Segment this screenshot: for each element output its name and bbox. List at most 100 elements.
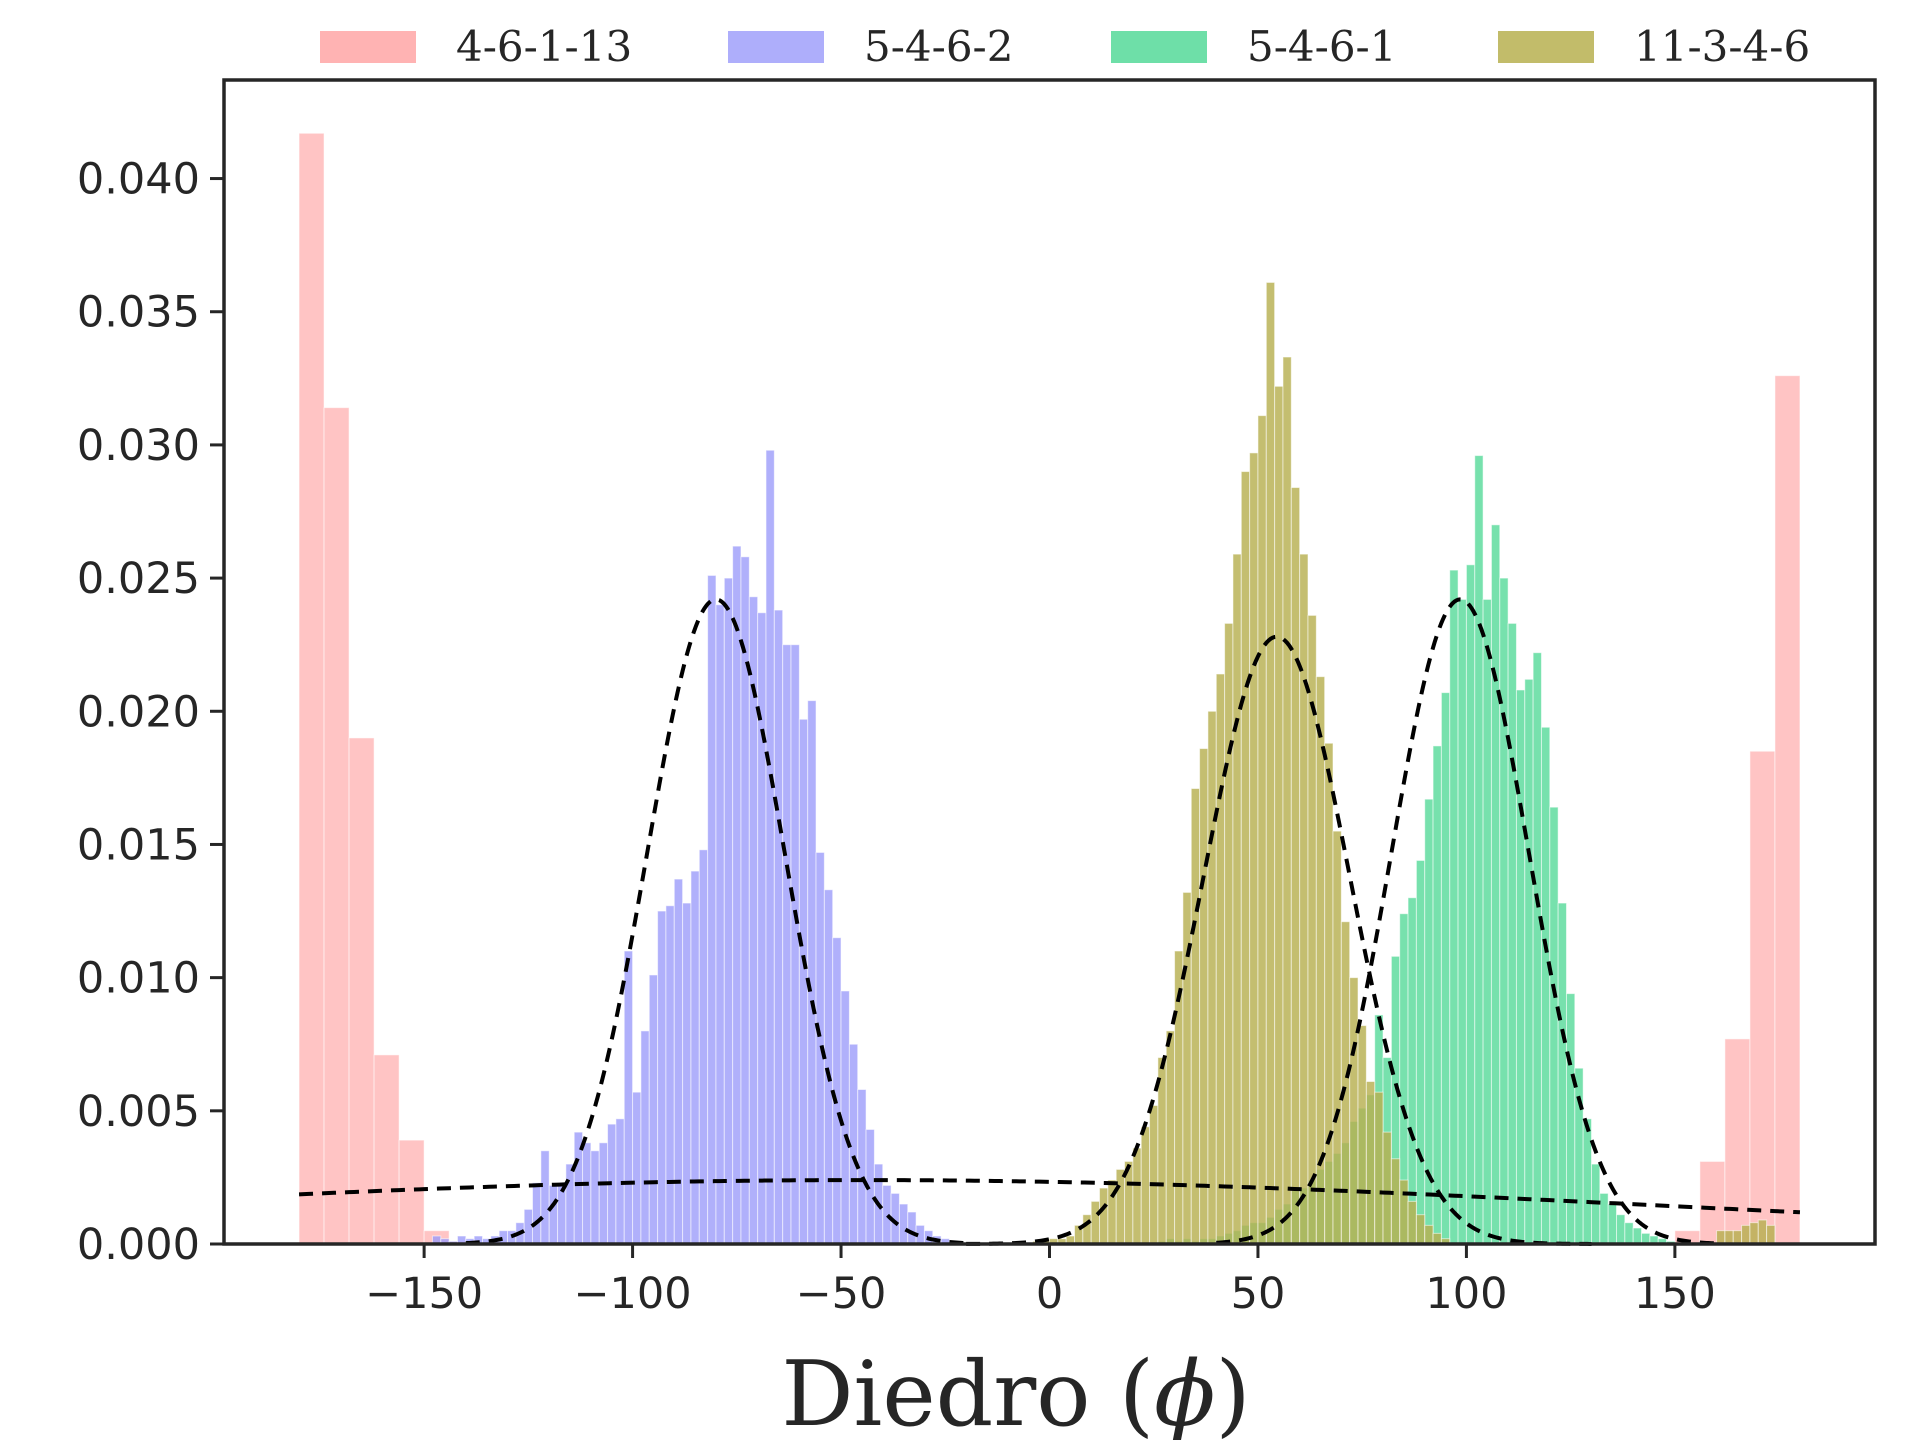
y-tick-label: 0.010: [77, 954, 200, 1004]
y-tick-label: 0.000: [77, 1220, 200, 1270]
bar-11-3-4-6-38: [1349, 977, 1359, 1245]
bar-5-4-6-2-15: [557, 1182, 567, 1245]
bar-5-4-6-1-34: [1440, 692, 1451, 1245]
fit-curve-2: [1216, 597, 1717, 1246]
legend-label-5-4-6-2: 5-4-6-2: [864, 22, 1013, 71]
fit-curve-3: [298, 1178, 1801, 1215]
bar-11-3-4-6-36: [1332, 830, 1342, 1245]
x-axis-label-word: Diedro: [781, 1342, 1090, 1440]
x-tick-label: 150: [1634, 1269, 1716, 1319]
x-axis-label: Diedro (ϕ): [781, 1342, 1250, 1440]
x-tick-label: −150: [365, 1269, 483, 1319]
bar-11-3-4-6-45: [1407, 1200, 1417, 1245]
bar-5-4-6-2-16: [565, 1163, 575, 1245]
bar-4-6-1-13-2: [348, 737, 375, 1245]
bar-11-3-4-6-19: [1190, 788, 1201, 1245]
x-tick-label: −100: [574, 1269, 692, 1319]
bar-5-4-6-2-26: [648, 974, 659, 1245]
bar-11-3-4-6-37: [1340, 921, 1351, 1245]
bar-5-4-6-2-31: [690, 870, 700, 1245]
bar-11-3-4-6-51: [1724, 1230, 1734, 1245]
bar-5-4-6-2-56: [898, 1203, 909, 1245]
legend: 4-6-1-13 5-4-6-2 5-4-6-1 11-3-4-6: [320, 22, 1810, 71]
bar-5-4-6-1-38: [1474, 455, 1484, 1245]
x-tick-label: 100: [1425, 1269, 1507, 1319]
bar-5-4-6-2-20: [598, 1142, 609, 1245]
legend-swatch-4-6-1-13: [320, 31, 416, 63]
bar-5-4-6-1-43: [1515, 689, 1526, 1245]
bar-5-4-6-1-47: [1549, 806, 1559, 1245]
bar-5-4-6-1-56: [1624, 1222, 1634, 1245]
legend-label-4-6-1-13: 4-6-1-13: [456, 22, 632, 71]
bar-11-3-4-6-53: [1741, 1224, 1751, 1245]
y-tick-label: 0.030: [77, 421, 200, 471]
bar-5-4-6-2-54: [882, 1184, 892, 1245]
bar-5-4-6-1-49: [1565, 993, 1576, 1245]
bar-5-4-6-1-54: [1607, 1203, 1618, 1245]
x-tick-label: 0: [1036, 1269, 1063, 1319]
bar-5-4-6-2-37: [740, 556, 750, 1245]
bar-11-3-4-6-7: [1090, 1200, 1101, 1245]
bar-5-4-6-1-53: [1599, 1192, 1609, 1245]
bar-11-3-4-6-52: [1732, 1230, 1743, 1245]
bar-5-4-6-2-40: [765, 449, 775, 1245]
bar-11-3-4-6-12: [1132, 1147, 1142, 1245]
bar-11-3-4-6-43: [1390, 1158, 1401, 1245]
x-axis-label-close-paren: ): [1216, 1342, 1251, 1440]
bar-11-3-4-6-35: [1324, 742, 1334, 1245]
y-tick-label: 0.020: [77, 687, 200, 737]
bar-5-4-6-1-33: [1432, 745, 1442, 1245]
bar-5-4-6-1-44: [1524, 678, 1534, 1245]
bar-5-4-6-2-14: [548, 1184, 559, 1245]
bar-4-6-1-13-11: [1774, 375, 1801, 1245]
x-axis-label-open-paren: (: [1090, 1342, 1154, 1440]
bar-5-4-6-2-42: [782, 644, 792, 1245]
bar-5-4-6-2-29: [673, 878, 684, 1245]
bar-11-3-4-6-28: [1265, 281, 1276, 1245]
bar-11-3-4-6-10: [1115, 1168, 1126, 1245]
bar-5-4-6-2-45: [807, 700, 817, 1245]
legend-swatch-5-4-6-2: [728, 31, 824, 63]
bar-5-4-6-1-55: [1616, 1214, 1626, 1245]
y-axis-ticks: 0.000 0.005 0.010 0.015 0.020 0.025 0.030 0.035…: [77, 155, 224, 1270]
bar-5-4-6-2-41: [773, 609, 784, 1245]
bar-11-3-4-6-27: [1257, 415, 1267, 1245]
bar-11-3-4-6-8: [1099, 1187, 1109, 1245]
bar-11-3-4-6-41: [1374, 1091, 1384, 1245]
fit-curve-1: [966, 634, 1592, 1246]
bar-5-4-6-2-30: [682, 902, 692, 1245]
bar-5-4-6-2-19: [590, 1150, 600, 1245]
x-tick-label: −50: [796, 1269, 887, 1319]
bar-11-3-4-6-13: [1140, 1126, 1151, 1245]
bar-5-4-6-2-18: [582, 1142, 592, 1245]
bar-4-6-1-13-10: [1749, 750, 1776, 1245]
bar-11-3-4-6-46: [1415, 1214, 1426, 1245]
plot-frame: [222, 78, 1877, 1246]
bar-5-4-6-2-36: [732, 545, 742, 1245]
bar-5-4-6-1-36: [1457, 598, 1467, 1245]
bar-5-4-6-1-41: [1499, 577, 1509, 1245]
bar-5-4-6-2-47: [823, 889, 834, 1245]
bar-5-4-6-2-35: [723, 577, 734, 1245]
bar-5-4-6-1-48: [1557, 902, 1567, 1245]
bar-11-3-4-6-23: [1224, 622, 1234, 1245]
bar-5-4-6-1-45: [1532, 652, 1542, 1245]
bar-5-4-6-2-27: [657, 910, 667, 1245]
y-tick-label: 0.040: [77, 155, 200, 205]
x-axis-label-symbol: ϕ: [1154, 1342, 1215, 1440]
bar-5-4-6-1-31: [1415, 859, 1426, 1245]
bar-5-4-6-2-11: [523, 1208, 534, 1245]
bar-11-3-4-6-25: [1240, 471, 1251, 1245]
bar-5-4-6-1-51: [1582, 1118, 1592, 1245]
bar-11-3-4-6-31: [1290, 487, 1301, 1245]
bar-11-3-4-6-24: [1232, 553, 1242, 1245]
bar-5-4-6-2-43: [790, 644, 800, 1245]
fit-curves: [298, 597, 1801, 1246]
bar-11-3-4-6-20: [1199, 748, 1209, 1245]
bar-11-3-4-6-40: [1365, 1081, 1376, 1245]
bar-5-4-6-2-57: [907, 1211, 917, 1245]
bar-11-3-4-6-14: [1149, 1104, 1159, 1245]
bar-5-4-6-2-23: [623, 950, 634, 1245]
bar-11-3-4-6-47: [1424, 1224, 1434, 1245]
bar-11-3-4-6-26: [1249, 452, 1259, 1245]
